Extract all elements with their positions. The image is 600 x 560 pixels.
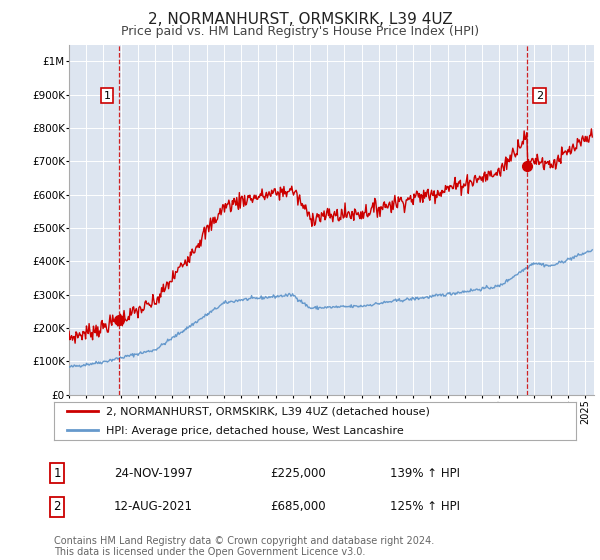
Text: Contains HM Land Registry data © Crown copyright and database right 2024.
This d: Contains HM Land Registry data © Crown c… [54, 535, 434, 557]
Text: 24-NOV-1997: 24-NOV-1997 [114, 466, 193, 480]
Text: 125% ↑ HPI: 125% ↑ HPI [390, 500, 460, 514]
Text: 2: 2 [53, 500, 61, 514]
Text: 2: 2 [536, 91, 543, 101]
Text: HPI: Average price, detached house, West Lancashire: HPI: Average price, detached house, West… [106, 426, 404, 436]
Text: £685,000: £685,000 [270, 500, 326, 514]
Text: 2, NORMANHURST, ORMSKIRK, L39 4UZ: 2, NORMANHURST, ORMSKIRK, L39 4UZ [148, 12, 452, 27]
Text: 12-AUG-2021: 12-AUG-2021 [114, 500, 193, 514]
Text: 1: 1 [103, 91, 110, 101]
Text: 2, NORMANHURST, ORMSKIRK, L39 4UZ (detached house): 2, NORMANHURST, ORMSKIRK, L39 4UZ (detac… [106, 407, 430, 417]
Text: 1: 1 [53, 466, 61, 480]
Text: 139% ↑ HPI: 139% ↑ HPI [390, 466, 460, 480]
Text: £225,000: £225,000 [270, 466, 326, 480]
Text: Price paid vs. HM Land Registry's House Price Index (HPI): Price paid vs. HM Land Registry's House … [121, 25, 479, 38]
